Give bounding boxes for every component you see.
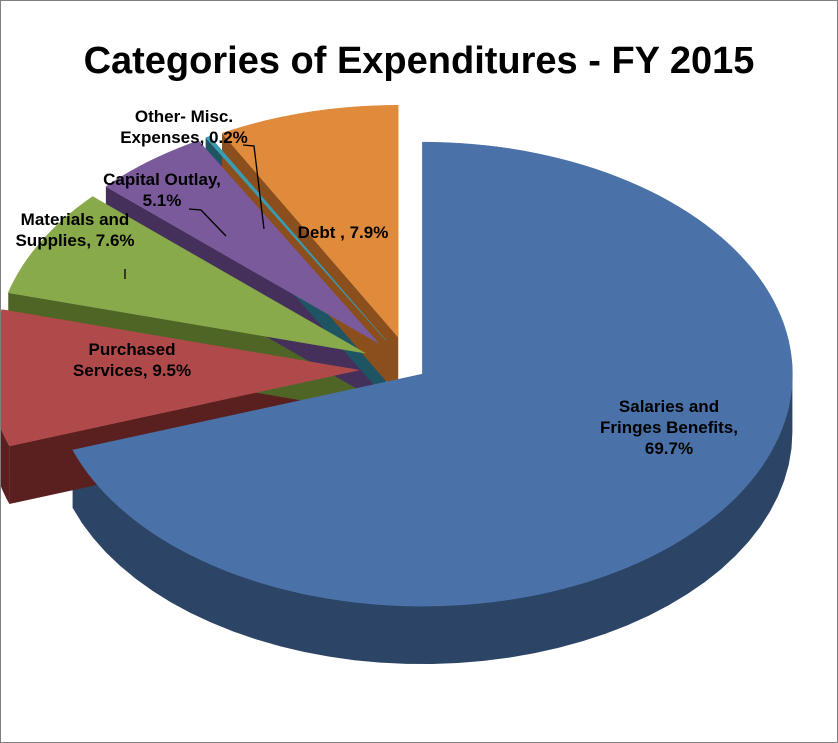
data-label-line: Supplies, 7.6%	[15, 231, 134, 250]
slice-side-1	[1, 428, 10, 504]
pie-slice-4	[205, 136, 387, 341]
data-label-line: Capital Outlay,	[103, 170, 221, 189]
data-label-3: Capital Outlay, 5.1%	[103, 170, 221, 210]
pie-slice-0	[72, 141, 793, 607]
leader-line-3	[188, 208, 227, 237]
data-label-2: Materials and Supplies, 7.6%	[15, 210, 134, 250]
data-label-4: Other- Misc. Expenses, 0.2%	[120, 107, 248, 147]
data-label-line: Salaries and	[619, 397, 719, 416]
pie-slice-1	[1, 309, 360, 447]
data-label-line: 5.1%	[143, 191, 182, 210]
leader-line-4	[242, 144, 265, 230]
data-label-line: Fringes Benefits,	[600, 418, 738, 437]
data-label-line: Other- Misc.	[135, 107, 233, 126]
data-label-line: 69.7%	[645, 439, 693, 458]
slice-side-0	[72, 374, 793, 664]
data-label-line: Materials and	[21, 210, 130, 229]
data-label-line: Services, 9.5%	[73, 361, 191, 380]
chart-title: Categories of Expenditures - FY 2015	[84, 40, 755, 82]
slice-edge-5-0	[222, 133, 399, 396]
pie-slice-2	[7, 196, 366, 354]
data-label-line: Purchased	[89, 340, 176, 359]
data-label-0: Salaries and Fringes Benefits, 69.7%	[600, 397, 738, 458]
pie-slice-3	[105, 140, 379, 344]
data-label-line: Debt , 7.9%	[298, 223, 389, 242]
data-label-1: Purchased Services, 9.5%	[73, 340, 191, 380]
pie-slice-5	[221, 104, 399, 338]
data-label-line: Expenses, 0.2%	[120, 128, 248, 147]
data-label-5: Debt , 7.9%	[298, 223, 389, 242]
